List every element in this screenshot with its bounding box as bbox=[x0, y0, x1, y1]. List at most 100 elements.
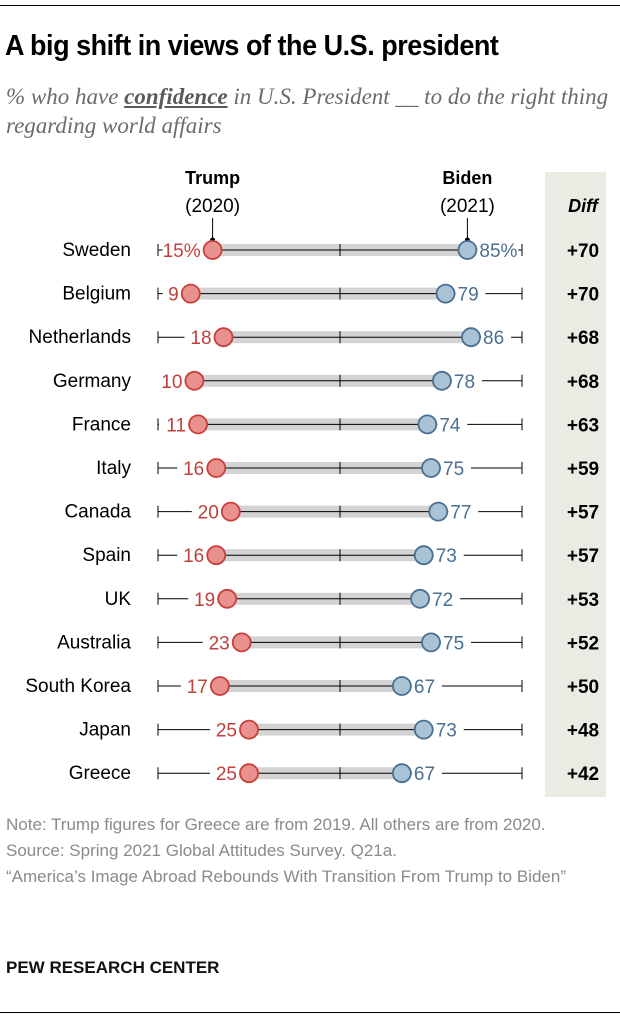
biden-label-bg bbox=[430, 588, 461, 609]
trump-value-label: 15% bbox=[163, 241, 201, 262]
trump-value-label: 20 bbox=[198, 503, 219, 524]
diff-panel bbox=[545, 172, 606, 797]
trump-label-bg bbox=[180, 676, 211, 696]
country-label: Belgium bbox=[62, 284, 131, 305]
biden-dot bbox=[435, 283, 456, 304]
trump-value-label: 17 bbox=[187, 677, 208, 698]
biden-label-bg bbox=[433, 545, 464, 566]
biden-value-label: 74 bbox=[439, 415, 461, 436]
diff-value: +59 bbox=[567, 459, 599, 480]
trump-dot bbox=[188, 414, 208, 435]
trump-label-bg bbox=[210, 719, 240, 740]
trump-dot bbox=[220, 501, 241, 522]
trump-label-bg bbox=[155, 370, 186, 391]
top-rule bbox=[0, 5, 620, 6]
country-label: France bbox=[72, 414, 131, 435]
trump-label-bg bbox=[162, 240, 204, 260]
diff-value: +70 bbox=[567, 285, 599, 306]
biden-dot bbox=[413, 719, 434, 740]
trump-label-bg bbox=[184, 327, 215, 348]
biden-dot bbox=[391, 763, 412, 784]
trump-header-year: (2020) bbox=[185, 196, 240, 217]
trump-dot bbox=[217, 588, 238, 609]
biden-label-bg bbox=[433, 719, 464, 740]
diff-value: +53 bbox=[567, 590, 599, 611]
trump-value-label: 10 bbox=[161, 372, 182, 393]
country-label: Germany bbox=[53, 371, 132, 392]
biden-value-label: 73 bbox=[436, 721, 457, 742]
country-label: Netherlands bbox=[29, 327, 131, 348]
country-label: Sweden bbox=[62, 240, 131, 261]
biden-dot bbox=[432, 370, 452, 391]
trump-value-label: 9 bbox=[168, 285, 179, 306]
biden-value-label: 67 bbox=[414, 677, 435, 698]
brand-logo-text: PEW RESEARCH CENTER bbox=[6, 958, 220, 977]
report-text: “America’s Image Abroad Rebounds With Tr… bbox=[6, 867, 566, 886]
biden-dot bbox=[421, 632, 441, 653]
trump-value-label: 16 bbox=[183, 459, 204, 480]
trump-value-label: 19 bbox=[194, 590, 215, 611]
biden-header-year: (2021) bbox=[440, 196, 495, 217]
bottom-rule bbox=[0, 1012, 620, 1013]
biden-dot bbox=[410, 588, 430, 609]
biden-dot bbox=[417, 414, 438, 435]
biden-dot bbox=[428, 501, 449, 522]
biden-value-label: 67 bbox=[414, 764, 435, 785]
subtitle-keyword: confidence bbox=[124, 84, 228, 109]
diff-value: +42 bbox=[567, 764, 599, 785]
diff-value: +57 bbox=[567, 503, 599, 524]
trump-header-name: Trump bbox=[185, 168, 240, 188]
diff-value: +68 bbox=[567, 328, 599, 349]
trump-dot bbox=[206, 458, 227, 478]
biden-dot bbox=[391, 676, 412, 696]
country-label: Italy bbox=[96, 458, 131, 479]
biden-dot bbox=[457, 240, 478, 260]
trump-label-bg bbox=[162, 283, 182, 304]
diff-value: +50 bbox=[567, 677, 599, 698]
trump-label-bg bbox=[177, 458, 208, 478]
diff-value: +57 bbox=[567, 546, 599, 567]
diff-value: +52 bbox=[567, 633, 599, 654]
chart-title: A big shift in views of the U.S. preside… bbox=[5, 30, 499, 62]
trump-label-bg bbox=[202, 632, 233, 653]
biden-value-label: 77 bbox=[450, 503, 471, 524]
trump-value-label: 25 bbox=[216, 764, 237, 785]
trump-label-bg bbox=[191, 501, 222, 522]
trump-dot bbox=[202, 240, 223, 260]
trump-value-label: 25 bbox=[216, 721, 237, 742]
country-label: Japan bbox=[79, 720, 131, 741]
trump-label-bg bbox=[159, 414, 190, 435]
subtitle-pre: % who have bbox=[6, 84, 125, 109]
diff-value: +63 bbox=[567, 415, 599, 436]
trump-value-label: 23 bbox=[209, 633, 230, 654]
biden-label-bg bbox=[451, 370, 482, 391]
note-text: Note: Trump figures for Greece are from … bbox=[6, 815, 546, 834]
notes: Note: Trump figures for Greece are from … bbox=[6, 812, 611, 890]
biden-label-bg bbox=[441, 632, 471, 653]
trump-dot bbox=[206, 545, 227, 566]
biden-value-label: 72 bbox=[432, 590, 453, 611]
biden-label-bg bbox=[437, 414, 468, 435]
trump-label-bg bbox=[177, 545, 208, 566]
country-label: Spain bbox=[82, 545, 131, 566]
biden-label-bg bbox=[481, 327, 512, 348]
biden-dot bbox=[413, 545, 434, 566]
biden-dot bbox=[461, 327, 481, 348]
diff-value: +48 bbox=[567, 721, 599, 742]
dumbbell-chart: Diff Trump (2020) Biden (2021) Sweden 15% 85% +7… bbox=[25, 168, 606, 797]
diff-value: +68 bbox=[567, 372, 599, 393]
biden-value-label: 86 bbox=[483, 328, 504, 349]
trump-dot bbox=[209, 676, 230, 696]
subtitle-post: in U.S. President __ to do the right thi… bbox=[6, 84, 609, 138]
trump-dot bbox=[213, 327, 234, 348]
biden-value-label: 75 bbox=[443, 459, 464, 480]
chart-subtitle: % who have confidence in U.S. President … bbox=[6, 82, 616, 140]
biden-header-name: Biden bbox=[442, 168, 492, 188]
biden-value-label: 79 bbox=[458, 285, 479, 306]
biden-label-bg bbox=[411, 676, 442, 696]
country-label: UK bbox=[105, 589, 132, 610]
diff-header: Diff bbox=[568, 196, 600, 216]
country-label: Canada bbox=[64, 502, 131, 523]
trump-dot bbox=[239, 719, 259, 740]
biden-dot bbox=[421, 458, 441, 478]
